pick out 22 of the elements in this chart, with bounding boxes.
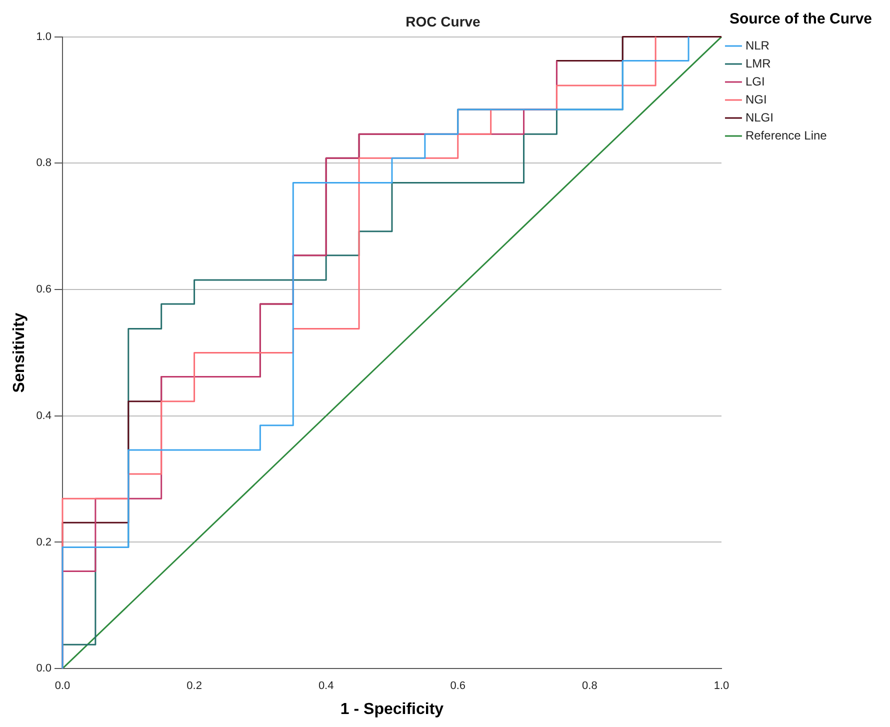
y-axis-title: Sensitivity bbox=[11, 312, 28, 393]
y-tick-label: 0.6 bbox=[36, 284, 52, 296]
x-tick-label: 0.4 bbox=[318, 680, 334, 692]
y-tick-label: 0.8 bbox=[36, 157, 52, 170]
y-tick-label: 0.0 bbox=[36, 662, 52, 675]
x-tick-label: 1.0 bbox=[714, 680, 730, 692]
legend-label: LMR bbox=[745, 56, 772, 70]
chart-title: ROC Curve bbox=[406, 13, 481, 30]
y-tick-label: 1.0 bbox=[36, 30, 52, 43]
y-tick-label: 0.4 bbox=[36, 410, 52, 422]
legend-label: NLGI bbox=[745, 110, 774, 124]
x-tick-label: 0.0 bbox=[54, 680, 70, 692]
x-tick-label: 0.8 bbox=[582, 680, 598, 692]
legend-label: NGI bbox=[745, 92, 767, 106]
y-tick-label: 0.2 bbox=[36, 536, 52, 548]
x-tick-label: 0.6 bbox=[450, 680, 466, 692]
legend-label: Reference Line bbox=[745, 128, 828, 142]
legend-title: Source of the Curve bbox=[729, 10, 872, 28]
legend-label: LGI bbox=[745, 74, 765, 88]
x-axis-title: 1 - Specificity bbox=[340, 700, 444, 718]
x-tick-label: 0.2 bbox=[186, 680, 202, 692]
legend-label: NLR bbox=[745, 38, 770, 52]
